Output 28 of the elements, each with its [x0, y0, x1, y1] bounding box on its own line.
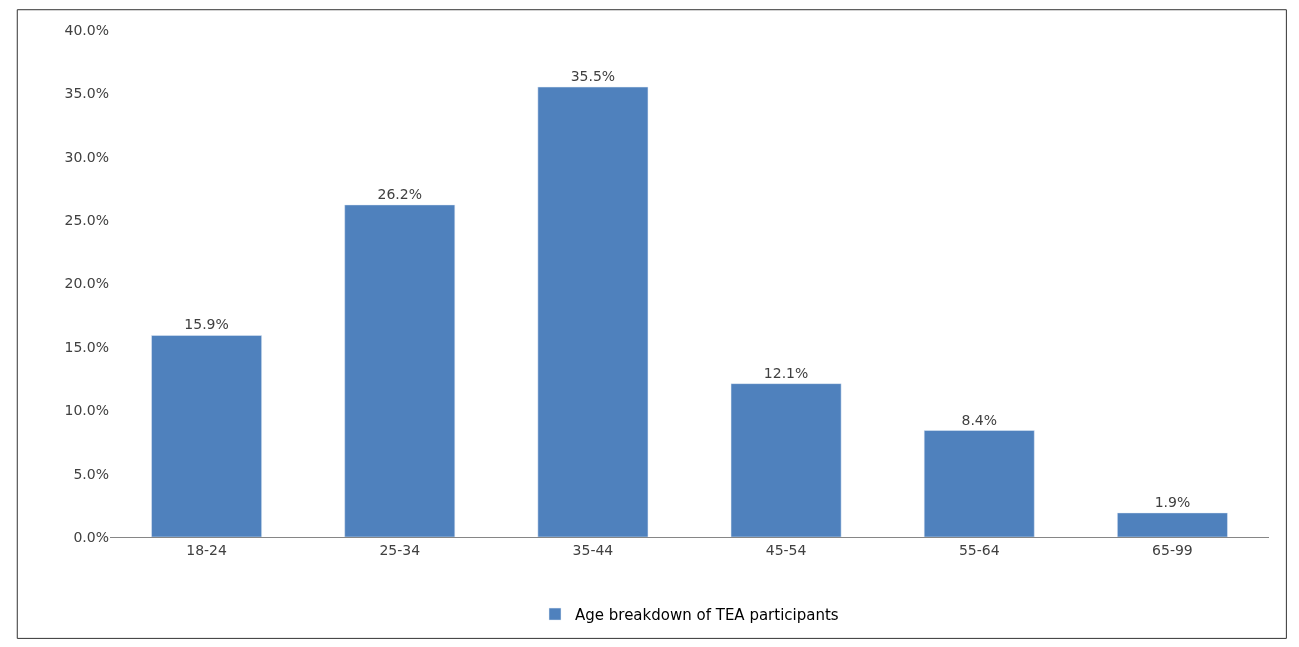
bar [1117, 512, 1228, 537]
data-label: 12.1% [763, 364, 809, 381]
y-tick-label: 25.0% [64, 212, 109, 229]
bar [537, 86, 649, 537]
x-tick-label: 45-54 [765, 541, 807, 558]
data-label: 1.9% [1154, 493, 1191, 510]
bar [923, 430, 1035, 537]
y-tick-label: 15.0% [64, 338, 109, 355]
bar [730, 383, 842, 537]
y-tick-label: 5.0% [73, 465, 109, 482]
y-tick-label: 35.0% [64, 85, 109, 102]
y-tick-label: 0.0% [73, 528, 109, 545]
legend-label: Age breakdown of TEA participants [575, 605, 839, 624]
data-label: 8.4% [961, 411, 998, 428]
x-tick-label: 18-24 [186, 541, 228, 558]
y-tick-label: 30.0% [64, 148, 109, 165]
y-tick-label: 10.0% [64, 402, 109, 419]
x-tick-label: 65-99 [1152, 541, 1193, 558]
bar [151, 335, 262, 537]
y-tick-label: 20.0% [64, 275, 109, 292]
data-label: 15.9% [184, 316, 229, 333]
x-tick-label: 25-34 [379, 541, 421, 558]
bar [344, 204, 456, 537]
y-tick-label: 40.0% [64, 21, 109, 38]
data-label: 26.2% [377, 185, 422, 202]
x-tick-label: 55-64 [958, 541, 1000, 558]
x-tick-label: 35-44 [572, 541, 614, 558]
data-label: 35.5% [570, 68, 616, 85]
